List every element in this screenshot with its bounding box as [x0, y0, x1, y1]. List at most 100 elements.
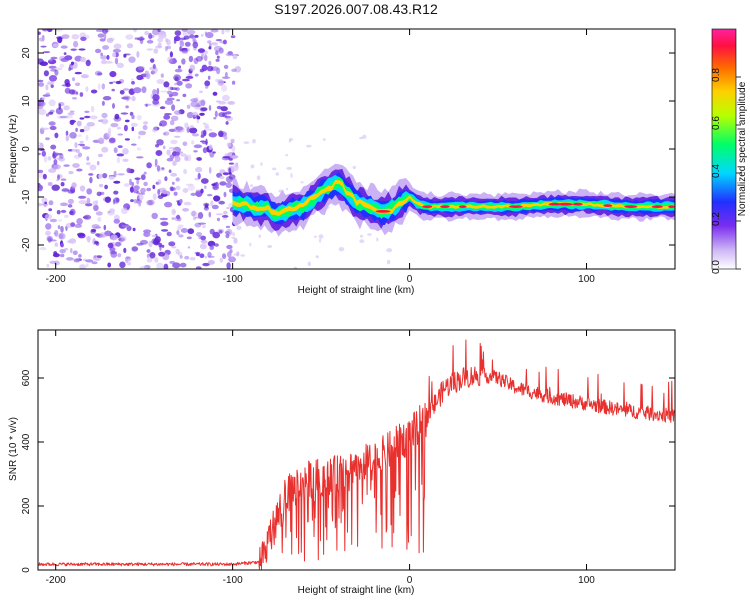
noise-speckle: [45, 230, 51, 236]
snr-x-tick-label: -100: [223, 575, 243, 586]
noise-speckle: [50, 69, 57, 72]
noise-speckle: [215, 58, 220, 62]
noise-speckle: [48, 121, 56, 126]
noise-speckle: [223, 64, 229, 69]
noise-speckle: [249, 242, 252, 247]
noise-speckle: [49, 125, 57, 131]
noise-speckle: [221, 84, 228, 92]
noise-speckle: [98, 183, 104, 188]
noise-speckle: [219, 175, 225, 180]
noise-speckle: [48, 75, 58, 82]
noise-speckle: [306, 144, 312, 148]
spectrogram-x-tick-label: 100: [578, 274, 595, 285]
noise-speckle: [166, 157, 174, 162]
noise-speckle: [70, 222, 76, 228]
noise-speckle: [260, 162, 263, 166]
noise-speckle: [146, 257, 153, 263]
noise-speckle: [195, 166, 203, 173]
noise-speckle: [153, 126, 158, 133]
noise-speckle: [224, 115, 231, 119]
noise-speckle: [98, 137, 105, 143]
noise-speckle: [124, 256, 132, 262]
noise-speckle: [41, 127, 49, 130]
noise-speckle: [141, 86, 147, 94]
noise-speckle: [83, 125, 91, 132]
noise-speckle: [49, 218, 58, 223]
noise-speckle: [121, 235, 127, 242]
noise-speckle: [193, 144, 203, 149]
noise-speckle: [115, 80, 122, 85]
noise-speckle: [119, 90, 125, 95]
noise-speckle: [154, 158, 158, 166]
noise-speckle: [170, 172, 178, 177]
noise-speckle: [164, 99, 174, 105]
noise-speckle: [222, 172, 230, 176]
noise-speckle: [97, 83, 101, 90]
noise-speckle: [45, 113, 50, 117]
noise-speckle: [101, 59, 107, 65]
noise-speckle: [155, 45, 163, 49]
noise-speckle: [95, 211, 103, 216]
noise-speckle: [105, 61, 113, 64]
noise-speckle: [74, 71, 83, 75]
noise-speckle: [217, 79, 224, 86]
noise-speckle: [71, 182, 77, 189]
noise-speckle: [48, 65, 57, 69]
noise-speckle: [113, 190, 119, 195]
noise-speckle: [56, 179, 59, 182]
ridge-hotspot: [572, 202, 583, 206]
noise-speckle: [61, 34, 70, 39]
noise-speckle: [72, 250, 78, 256]
noise-speckle: [122, 95, 131, 101]
colorbar-tick-label: 0.2: [711, 212, 722, 226]
noise-speckle: [161, 244, 165, 248]
noise-speckle: [123, 124, 128, 132]
noise-speckle: [164, 201, 173, 208]
colorbar-tick-label: 0.6: [711, 116, 722, 130]
signal-ridge: [232, 163, 675, 237]
colorbar-tick-label: 0.8: [711, 68, 722, 82]
noise-speckle: [293, 266, 298, 269]
noise-speckle: [120, 112, 129, 115]
noise-speckle: [160, 221, 169, 226]
noise-speckle: [128, 56, 136, 63]
noise-speckle: [94, 240, 99, 245]
noise-speckle: [65, 114, 73, 119]
noise-speckle: [184, 122, 189, 129]
noise-speckle: [130, 199, 134, 203]
noise-speckle: [202, 147, 208, 154]
ridge-hotspot: [668, 205, 675, 209]
noise-speckle: [126, 43, 134, 49]
noise-speckle: [207, 75, 211, 80]
noise-speckle: [232, 232, 236, 237]
noise-speckle: [181, 29, 189, 32]
noise-speckle: [228, 100, 236, 105]
noise-speckle: [57, 36, 63, 44]
noise-speckle: [53, 232, 57, 235]
spectrogram-y-tick-label: -10: [21, 189, 32, 204]
noise-speckle: [174, 30, 182, 36]
noise-speckle: [222, 217, 228, 221]
noise-speckle: [61, 188, 70, 192]
noise-speckle: [41, 150, 46, 157]
noise-speckle: [45, 137, 50, 141]
noise-speckle: [84, 115, 91, 119]
noise-speckle: [54, 151, 58, 157]
noise-speckle: [157, 37, 164, 43]
noise-speckle: [138, 194, 144, 201]
noise-speckle: [194, 34, 199, 38]
noise-speckle: [179, 255, 183, 259]
noise-speckle: [117, 253, 122, 258]
noise-speckle: [103, 119, 109, 124]
noise-speckle: [48, 111, 54, 115]
noise-speckle: [174, 155, 181, 163]
noise-speckle: [57, 225, 61, 230]
noise-speckle: [102, 173, 108, 179]
noise-speckle: [213, 117, 217, 120]
noise-speckle: [187, 184, 195, 191]
noise-speckle: [107, 262, 112, 268]
noise-speckle: [46, 29, 53, 33]
noise-speckle: [216, 67, 221, 75]
noise-speckle: [185, 75, 194, 79]
noise-speckle: [212, 185, 219, 191]
